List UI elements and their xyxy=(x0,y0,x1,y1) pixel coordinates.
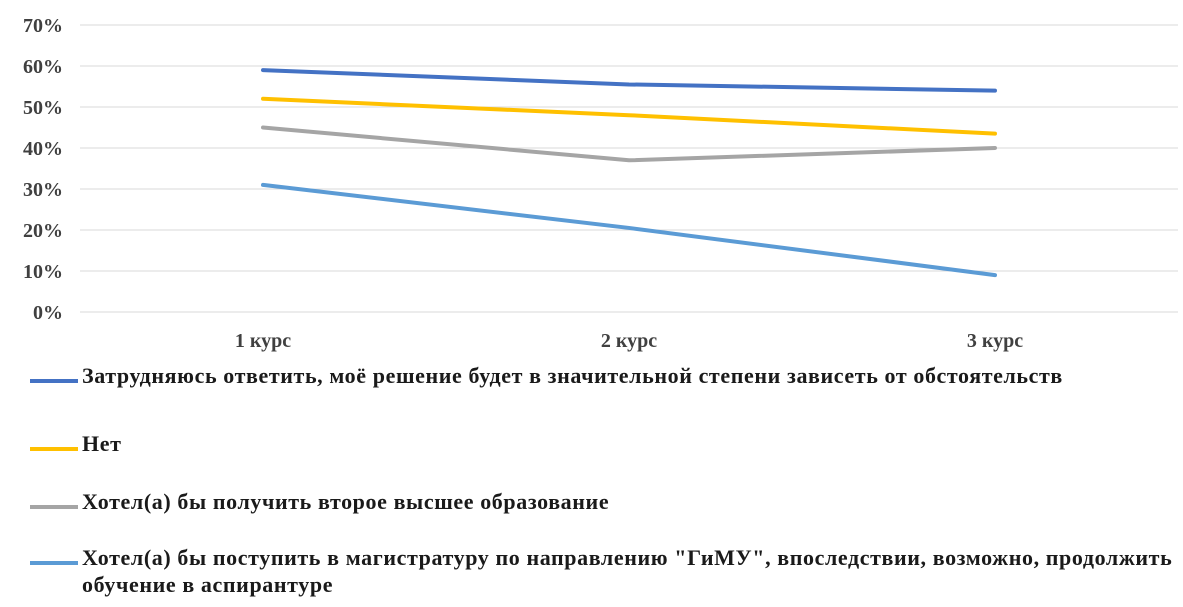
series-line-1[interactable] xyxy=(261,96,997,136)
y-tick-label: 0% xyxy=(33,302,63,324)
chart-plot-area: 0% 10% 20% 30% 40% 50% 60% 70% 1 курс 2 курс 3 ку… xyxy=(23,15,1178,352)
y-tick-label: 30% xyxy=(23,179,63,201)
y-tick-label: 20% xyxy=(23,220,63,242)
y-tick-label: 70% xyxy=(23,15,63,37)
legend-item-no[interactable]: Нет xyxy=(30,430,1180,457)
series-line-0[interactable] xyxy=(261,68,997,93)
series-line-2[interactable] xyxy=(261,125,997,163)
legend-label-second-degree: Хотел(а) бы получить второе высшее образ… xyxy=(82,489,610,514)
gridlines xyxy=(80,24,1178,313)
x-tick-label: 1 курс xyxy=(235,330,291,352)
legend-item-masters[interactable]: Хотел(а) бы поступить в магистратуру по … xyxy=(30,544,1180,598)
legend-swatch-no xyxy=(30,447,78,451)
series-lines xyxy=(261,68,997,278)
y-tick-label: 60% xyxy=(23,56,63,78)
legend-swatch-undecided xyxy=(30,379,78,383)
legend-item-undecided[interactable]: Затрудняюсь ответить, моё решение будет … xyxy=(30,362,1180,389)
y-axis-ticks: 0% 10% 20% 30% 40% 50% 60% 70% xyxy=(23,15,63,324)
y-tick-label: 40% xyxy=(23,138,63,160)
legend-item-second-degree[interactable]: Хотел(а) бы получить второе высшее образ… xyxy=(30,488,1180,515)
legend-label-masters: Хотел(а) бы поступить в магистратуру по … xyxy=(82,545,1173,597)
legend-label-undecided: Затрудняюсь ответить, моё решение будет … xyxy=(82,363,1063,388)
y-tick-label: 50% xyxy=(23,97,63,119)
x-tick-label: 3 курс xyxy=(967,330,1023,352)
x-axis-ticks: 1 курс 2 курс 3 курс xyxy=(235,330,1023,352)
y-tick-label: 10% xyxy=(23,261,63,283)
legend-swatch-second-degree xyxy=(30,505,78,509)
legend-label-no: Нет xyxy=(82,431,122,456)
x-tick-label: 2 курс xyxy=(601,330,657,352)
series-line-3[interactable] xyxy=(261,182,997,278)
legend-swatch-masters xyxy=(30,561,78,565)
